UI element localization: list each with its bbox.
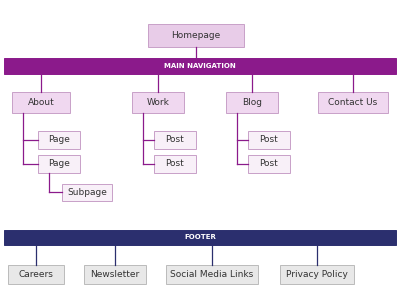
- FancyBboxPatch shape: [38, 131, 80, 148]
- FancyBboxPatch shape: [4, 58, 396, 74]
- FancyBboxPatch shape: [38, 155, 80, 172]
- FancyBboxPatch shape: [132, 92, 184, 112]
- Text: Subpage: Subpage: [67, 188, 107, 197]
- Text: Social Media Links: Social Media Links: [170, 270, 254, 279]
- Text: Page: Page: [48, 159, 70, 168]
- Text: Post: Post: [260, 159, 278, 168]
- FancyBboxPatch shape: [154, 155, 196, 172]
- Text: FOOTER: FOOTER: [184, 234, 216, 240]
- Text: Homepage: Homepage: [171, 31, 221, 40]
- Text: Post: Post: [260, 135, 278, 144]
- FancyBboxPatch shape: [226, 92, 278, 112]
- Text: About: About: [28, 98, 54, 107]
- Text: Contact Us: Contact Us: [328, 98, 378, 107]
- Text: MAIN NAVIGATION: MAIN NAVIGATION: [164, 63, 236, 69]
- Text: Newsletter: Newsletter: [90, 270, 140, 279]
- FancyBboxPatch shape: [12, 92, 70, 112]
- FancyBboxPatch shape: [4, 230, 396, 244]
- FancyBboxPatch shape: [248, 155, 290, 172]
- FancyBboxPatch shape: [84, 265, 146, 283]
- FancyBboxPatch shape: [248, 131, 290, 148]
- Text: Page: Page: [48, 135, 70, 144]
- Text: Careers: Careers: [18, 270, 54, 279]
- FancyBboxPatch shape: [148, 24, 244, 46]
- Text: Blog: Blog: [242, 98, 262, 107]
- Text: Privacy Policy: Privacy Policy: [286, 270, 348, 279]
- FancyBboxPatch shape: [166, 265, 258, 283]
- Text: Post: Post: [166, 135, 184, 144]
- FancyBboxPatch shape: [8, 265, 64, 283]
- FancyBboxPatch shape: [62, 184, 112, 201]
- Text: Work: Work: [146, 98, 170, 107]
- FancyBboxPatch shape: [154, 131, 196, 148]
- FancyBboxPatch shape: [318, 92, 388, 112]
- Text: Post: Post: [166, 159, 184, 168]
- FancyBboxPatch shape: [280, 265, 354, 283]
